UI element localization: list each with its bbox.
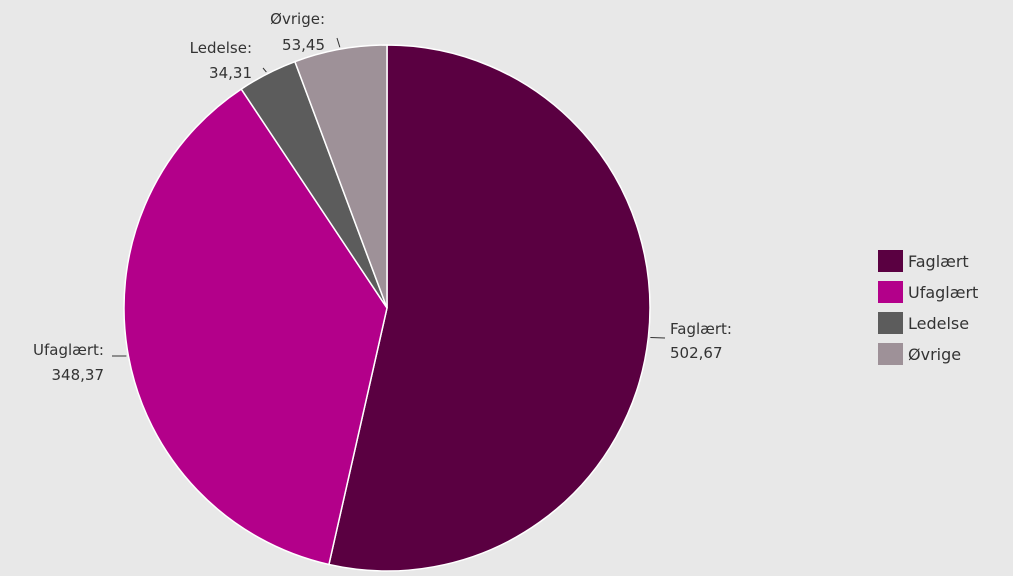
data-label-value-faglaert: 502,67	[670, 344, 723, 362]
data-label-name-ovrige: Øvrige:	[270, 10, 325, 28]
data-label-name-faglaert: Faglært:	[670, 320, 732, 338]
legend-item-ovrige[interactable]: Øvrige	[878, 343, 961, 365]
legend-swatch-ufaglaert	[878, 281, 903, 303]
data-label-value-ledelse: 34,31	[209, 64, 252, 82]
pie-slice-ovrige[interactable]	[293, 44, 388, 309]
data-labels: Faglært: 502,67 Ufaglært: 348,37 Ledelse: 34,…	[33, 10, 732, 384]
legend-label-ledelse: Ledelse	[908, 314, 969, 333]
pie-slice-ufaglaert[interactable]	[123, 88, 388, 566]
legend-label-ovrige: Øvrige	[908, 345, 961, 364]
legend: Faglært Ufaglært Ledelse Øvrige	[878, 250, 978, 365]
legend-swatch-ovrige	[878, 343, 903, 365]
legend-swatch-ledelse	[878, 312, 903, 334]
leader-line-ledelse	[262, 67, 267, 73]
data-label-name-ufaglaert: Ufaglært:	[33, 341, 104, 359]
data-label-value-ovrige: 53,45	[282, 36, 325, 54]
data-label-value-ufaglaert: 348,37	[52, 366, 105, 384]
legend-label-ufaglaert: Ufaglært	[908, 283, 978, 302]
pie-slices	[123, 44, 651, 572]
legend-item-faglaert[interactable]: Faglært	[878, 250, 969, 272]
leader-line-faglaert	[650, 336, 666, 339]
pie-slice-faglaert[interactable]	[328, 44, 651, 572]
leader-lines	[111, 37, 666, 357]
leader-line-ovrige	[336, 37, 341, 48]
legend-label-faglaert: Faglært	[908, 252, 969, 271]
legend-item-ledelse[interactable]: Ledelse	[878, 312, 969, 334]
data-label-name-ledelse: Ledelse:	[190, 39, 252, 57]
legend-swatch-faglaert	[878, 250, 903, 272]
legend-item-ufaglaert[interactable]: Ufaglært	[878, 281, 978, 303]
